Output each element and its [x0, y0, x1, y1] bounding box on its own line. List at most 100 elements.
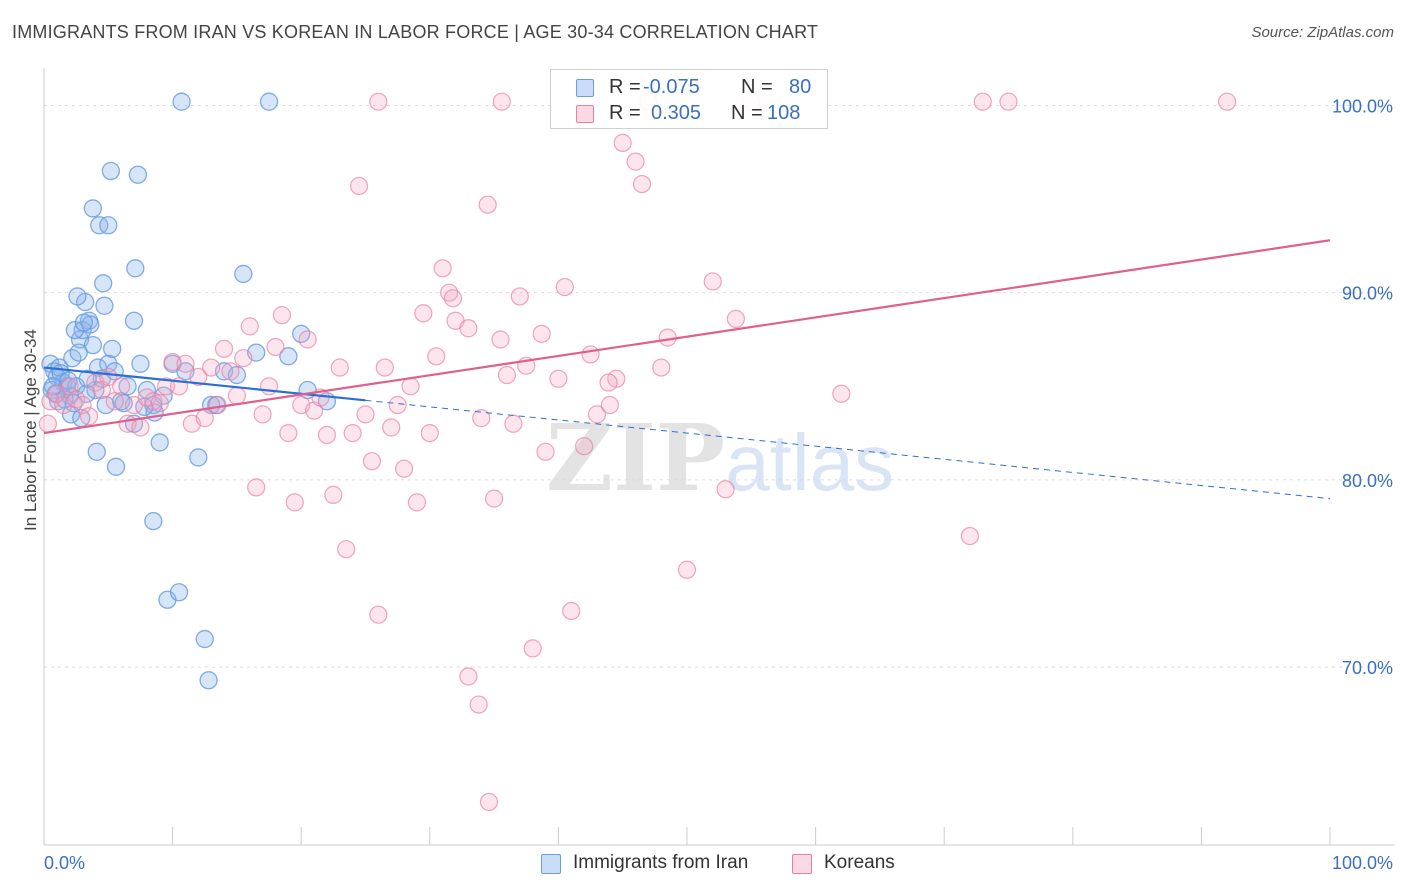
data-point-iran	[279, 347, 298, 366]
data-point-koreans	[613, 133, 632, 152]
data-point-iran	[103, 339, 122, 358]
legend-row-iran: R = -0.075 N = 80	[551, 74, 827, 100]
data-point-koreans	[253, 405, 272, 424]
y-tick-label: 80.0%	[1342, 471, 1393, 491]
data-point-iran	[124, 311, 144, 330]
data-point-koreans	[362, 452, 382, 471]
data-point-koreans	[92, 380, 111, 400]
data-point-koreans	[266, 337, 285, 357]
data-point-koreans	[999, 92, 1018, 111]
data-point-iran	[131, 354, 150, 373]
data-point-koreans	[485, 489, 504, 508]
data-point-koreans	[459, 319, 478, 338]
y-tick-label: 100.0%	[1332, 96, 1393, 116]
y-tick-label: 90.0%	[1342, 284, 1393, 304]
data-point-koreans	[79, 407, 99, 426]
data-point-koreans	[472, 409, 491, 428]
data-point-koreans	[157, 377, 176, 396]
data-point-koreans	[247, 478, 266, 497]
x-tick-label: 0.0%	[44, 853, 85, 873]
data-point-koreans	[112, 377, 131, 396]
data-point-iran	[118, 377, 137, 396]
watermark: ZIPatlas	[546, 404, 894, 512]
data-point-koreans	[459, 667, 478, 686]
legend-swatch-pink	[576, 105, 594, 123]
data-point-koreans	[214, 339, 234, 358]
legend-r-label: R =	[609, 76, 641, 98]
legend-n-value: 80	[789, 76, 812, 98]
data-point-koreans	[1218, 92, 1237, 111]
data-point-koreans	[497, 365, 517, 385]
data-point-koreans	[304, 401, 324, 420]
data-point-koreans	[575, 437, 594, 456]
data-point-koreans	[221, 362, 240, 381]
data-point-koreans	[726, 309, 745, 328]
data-point-koreans	[330, 358, 349, 377]
data-point-iran	[234, 264, 253, 284]
data-point-koreans	[600, 395, 619, 415]
data-point-koreans	[479, 792, 499, 812]
data-point-iran	[74, 313, 94, 332]
data-point-koreans	[469, 695, 488, 714]
data-point-koreans	[549, 369, 568, 388]
legend-swatch-blue	[576, 79, 594, 97]
data-point-koreans	[131, 418, 150, 437]
data-point-iran	[95, 296, 114, 315]
data-point-koreans	[407, 493, 427, 512]
legend-r-label: R =	[609, 102, 641, 124]
data-point-koreans	[652, 358, 671, 377]
data-point-koreans	[317, 425, 337, 445]
data-point-koreans	[337, 540, 356, 559]
data-point-koreans	[227, 386, 246, 405]
data-point-koreans	[427, 347, 446, 366]
data-point-koreans	[343, 423, 362, 443]
y-axis-label: In Labor Force | Age 30-34	[21, 329, 40, 531]
data-point-koreans	[208, 395, 227, 415]
legend-r-value: 0.305	[651, 102, 702, 124]
data-point-koreans	[677, 560, 697, 579]
data-point-iran	[126, 259, 145, 278]
data-point-koreans	[532, 324, 551, 343]
legend-r-value: -0.075	[643, 76, 700, 98]
data-point-koreans	[401, 377, 420, 396]
correlation-legend: R = -0.075 N = 80 R = 0.305 N = 108	[550, 69, 828, 129]
data-point-koreans	[626, 152, 645, 171]
data-point-koreans	[562, 601, 581, 621]
data-point-iran	[172, 92, 191, 111]
data-point-koreans	[581, 345, 600, 364]
data-point-koreans	[150, 394, 169, 413]
data-point-koreans	[298, 330, 317, 349]
chart-title: IMMIGRANTS FROM IRAN VS KOREAN IN LABOR …	[12, 22, 819, 42]
data-point-koreans	[433, 259, 452, 278]
data-point-iran	[99, 216, 118, 235]
trend-line-iran-extension	[365, 399, 1331, 500]
data-point-koreans	[279, 423, 298, 443]
data-point-koreans	[510, 287, 529, 306]
series-koreans-points	[38, 92, 1237, 812]
data-point-koreans	[523, 639, 542, 658]
x-tick-label: 100.0%	[1332, 853, 1393, 873]
data-point-koreans	[234, 349, 253, 368]
data-point-iran	[106, 457, 126, 476]
data-point-iran	[128, 165, 148, 184]
data-point-iran	[169, 583, 189, 602]
source-label: Source: ZipAtlas.com	[1251, 24, 1394, 41]
data-point-koreans	[382, 418, 401, 437]
data-point-koreans	[420, 423, 439, 443]
y-tick-label: 70.0%	[1342, 658, 1393, 678]
bottom-legend-swatch-blue	[541, 854, 561, 874]
data-point-koreans	[60, 377, 79, 396]
trend-line-iran	[43, 366, 366, 402]
data-point-koreans	[960, 526, 980, 546]
data-point-iran	[144, 511, 163, 531]
data-point-koreans	[443, 289, 463, 308]
data-point-koreans	[195, 409, 214, 428]
data-point-koreans	[832, 384, 851, 403]
data-point-koreans	[105, 392, 124, 411]
gridlines	[44, 104, 1395, 668]
data-point-iran	[59, 371, 78, 390]
data-point-koreans	[375, 358, 394, 377]
data-point-koreans	[324, 485, 343, 504]
data-point-iran	[99, 354, 118, 373]
